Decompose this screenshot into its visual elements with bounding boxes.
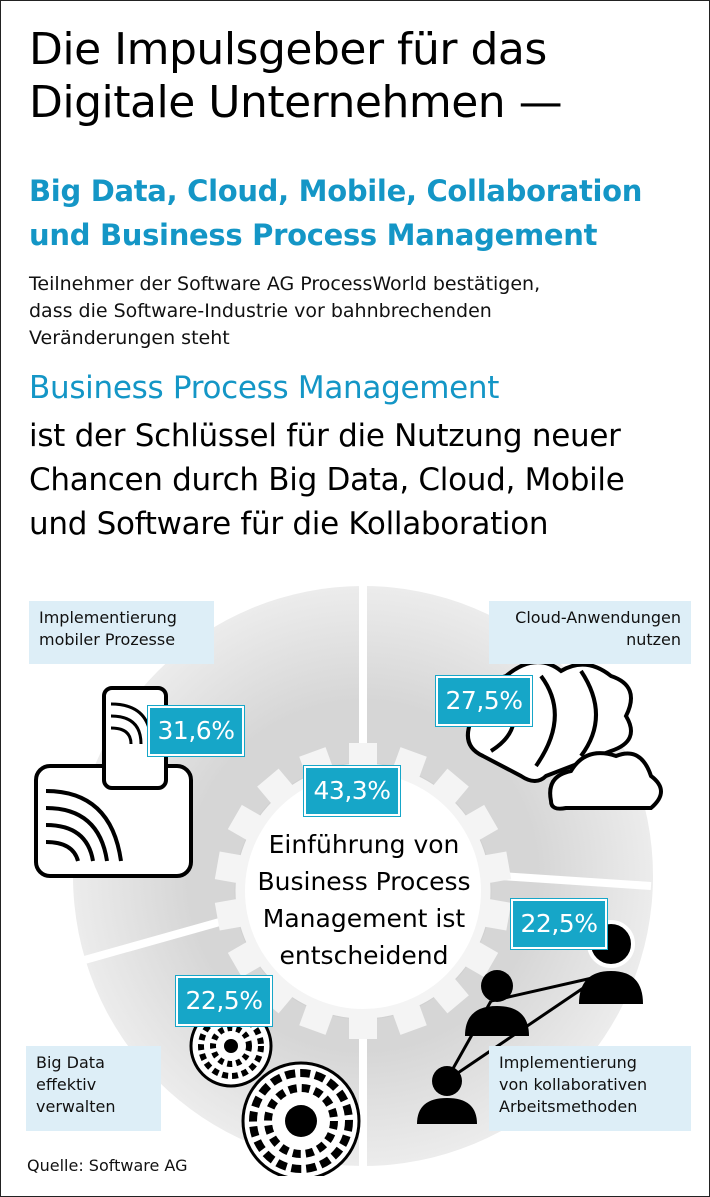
- center-line-1: Einführung von: [268, 830, 460, 859]
- title-line-1: Die Impulsgeber für das: [29, 24, 547, 75]
- bpm-line-1: ist der Schlüssel für die Nutzung neuer: [29, 418, 621, 454]
- label-mobile-line-2: mobiler Prozesse: [39, 630, 176, 649]
- bpm-infographic: Implementierung mobiler Prozesse Cloud-A…: [1, 576, 710, 1176]
- bpm-heading: Business Process Management: [29, 370, 500, 406]
- label-bigdata: Big Data effektiv verwalten: [26, 1046, 161, 1131]
- people-network-icon: [417, 920, 643, 1124]
- value-cloud: 27,5%: [436, 676, 532, 726]
- center-line-4: entscheidend: [279, 941, 449, 970]
- intro-line-2: dass die Software-Industrie vor bahnbrec…: [29, 300, 492, 322]
- label-cloud: Cloud-Anwendungen nutzen: [489, 601, 691, 664]
- value-center: 43,3%: [304, 766, 400, 816]
- page-title: Die Impulsgeber für das Digitale Unterne…: [29, 23, 699, 129]
- gear-icon: [214, 743, 512, 1039]
- bpm-statement: ist der Schlüssel für die Nutzung neuer …: [29, 414, 699, 546]
- value-mobile: 31,6%: [148, 706, 244, 756]
- center-line-2: Business Process: [257, 867, 471, 896]
- center-line-3: Management ist: [262, 904, 466, 933]
- center-statement: Einführung von Business Process Manageme…: [234, 826, 494, 974]
- title-line-2: Digitale Unternehmen —: [29, 77, 563, 128]
- label-collab-line-3: Arbeitsmethoden: [499, 1097, 638, 1116]
- subtitle: Big Data, Cloud, Mobile, Collaboration u…: [29, 169, 699, 257]
- label-collab-line-1: Implementierung: [499, 1053, 637, 1072]
- label-bigdata-line-3: verwalten: [36, 1097, 116, 1116]
- bpm-line-2: Chancen durch Big Data, Cloud, Mobile: [29, 462, 625, 498]
- label-cloud-line-2: nutzen: [626, 630, 681, 649]
- label-bigdata-line-2: effektiv: [36, 1075, 97, 1094]
- label-bigdata-line-1: Big Data: [36, 1053, 105, 1072]
- intro-line-3: Veränderungen steht: [29, 327, 230, 349]
- subtitle-line-1: Big Data, Cloud, Mobile, Collaboration: [29, 174, 643, 208]
- value-bigdata: 22,5%: [176, 976, 272, 1026]
- bpm-line-3: und Software für die Kollaboration: [29, 506, 549, 542]
- label-collaboration: Implementierung von kollaborativen Arbei…: [489, 1046, 691, 1131]
- source-note: Quelle: Software AG: [27, 1156, 188, 1175]
- label-mobile-line-1: Implementierung: [39, 608, 177, 627]
- intro-line-1: Teilnehmer der Software AG ProcessWorld …: [29, 273, 541, 295]
- intro-text: Teilnehmer der Software AG ProcessWorld …: [29, 271, 689, 352]
- label-collab-line-2: von kollaborativen: [499, 1075, 648, 1094]
- value-collaboration: 22,5%: [511, 899, 607, 949]
- subtitle-line-2: und Business Process Management: [29, 218, 598, 252]
- label-cloud-line-1: Cloud-Anwendungen: [515, 608, 681, 627]
- label-mobile: Implementierung mobiler Prozesse: [29, 601, 214, 664]
- data-disc-icon: [189, 1004, 361, 1176]
